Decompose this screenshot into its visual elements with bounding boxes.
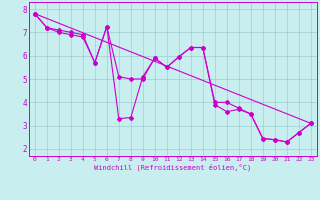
X-axis label: Windchill (Refroidissement éolien,°C): Windchill (Refroidissement éolien,°C) xyxy=(94,164,252,171)
